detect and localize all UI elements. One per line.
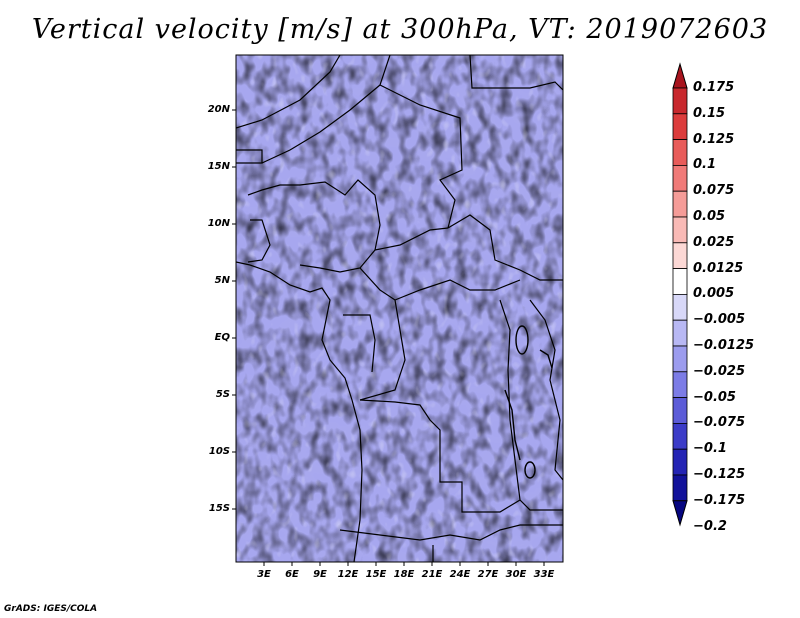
colorbar-segment — [672, 87, 688, 115]
colorbar-label: −0.025 — [693, 363, 746, 379]
colorbar-segment — [672, 319, 688, 347]
lakes — [504, 325, 553, 479]
colorbar-segment — [672, 216, 688, 244]
colorbar-label: 0.05 — [693, 209, 726, 224]
lat-label-10s: 10S — [208, 446, 230, 457]
axis-ticks — [232, 109, 545, 566]
colorbar-segment — [672, 242, 688, 270]
colorbar-label: 0.125 — [693, 131, 735, 147]
lat-label-5s: 5S — [215, 389, 230, 400]
colorbar-segment — [672, 448, 688, 476]
colorbar-label: −0.005 — [693, 312, 746, 328]
lat-label-5n: 5N — [214, 275, 230, 286]
colorbar-segment — [672, 190, 688, 218]
lat-label-15n: 15N — [207, 161, 230, 172]
credit-text: GrADS: IGES/COLA — [4, 604, 98, 614]
colorbar-label: −0.125 — [693, 467, 746, 482]
country-borders — [236, 55, 563, 562]
colorbar-label: 0.175 — [693, 80, 735, 95]
colorbar-label: 0.025 — [693, 234, 735, 250]
colorbar-label: 0.005 — [693, 286, 735, 302]
colorbar-label: 0.0125 — [693, 260, 744, 276]
colorbar-segment — [672, 293, 688, 321]
lon-label-18e: 18E — [393, 569, 415, 580]
field-neutral — [236, 55, 563, 562]
map-frame — [235, 54, 564, 563]
lon-label-3e: 3E — [257, 569, 271, 580]
colorbar-segment — [672, 139, 688, 166]
lat-label-20n: 20N — [207, 104, 230, 115]
colorbar-label: −0.075 — [693, 415, 746, 431]
colorbar-label: 0.075 — [693, 183, 735, 199]
colorbar-segment — [672, 268, 688, 295]
colorbar-label: −0.2 — [693, 518, 727, 534]
lon-label-6e: 6E — [285, 569, 299, 580]
colorbar-label: 0.15 — [693, 105, 726, 121]
colorbar-label: 0.1 — [693, 157, 717, 173]
colorbar-label: −0.175 — [693, 492, 746, 508]
lat-label-15s: 15S — [208, 503, 230, 514]
lon-label-15e: 15E — [365, 569, 387, 580]
colorbar-top-arrow — [672, 62, 688, 89]
colorbar-segment — [672, 113, 688, 141]
lon-label-30e: 30E — [505, 569, 527, 580]
colorbar-label: −0.05 — [693, 389, 736, 405]
colorbar-segment — [672, 397, 688, 424]
chart-title: Vertical velocity [m/s] at 300hPa, VT: 2… — [31, 14, 769, 45]
colorbar-segment — [672, 422, 688, 450]
colorbar-label: −0.1 — [693, 441, 727, 457]
colorbar-segment — [672, 371, 688, 398]
lon-label-12e: 12E — [337, 569, 359, 580]
colorbar-segment — [672, 474, 688, 502]
lon-label-24e: 24E — [449, 569, 471, 580]
colorbar-segment — [672, 345, 688, 373]
lon-label-21e: 21E — [421, 569, 443, 580]
lat-label-eq: EQ — [214, 332, 230, 343]
lat-label-10n: 10N — [207, 218, 230, 229]
lon-label-33e: 33E — [533, 569, 555, 580]
lon-label-27e: 27E — [477, 569, 499, 580]
colorbar-segment — [672, 164, 688, 192]
colorbar-bottom-arrow — [672, 500, 688, 527]
colorbar-label: −0.0125 — [693, 338, 755, 353]
lon-label-9e: 9E — [313, 569, 327, 580]
